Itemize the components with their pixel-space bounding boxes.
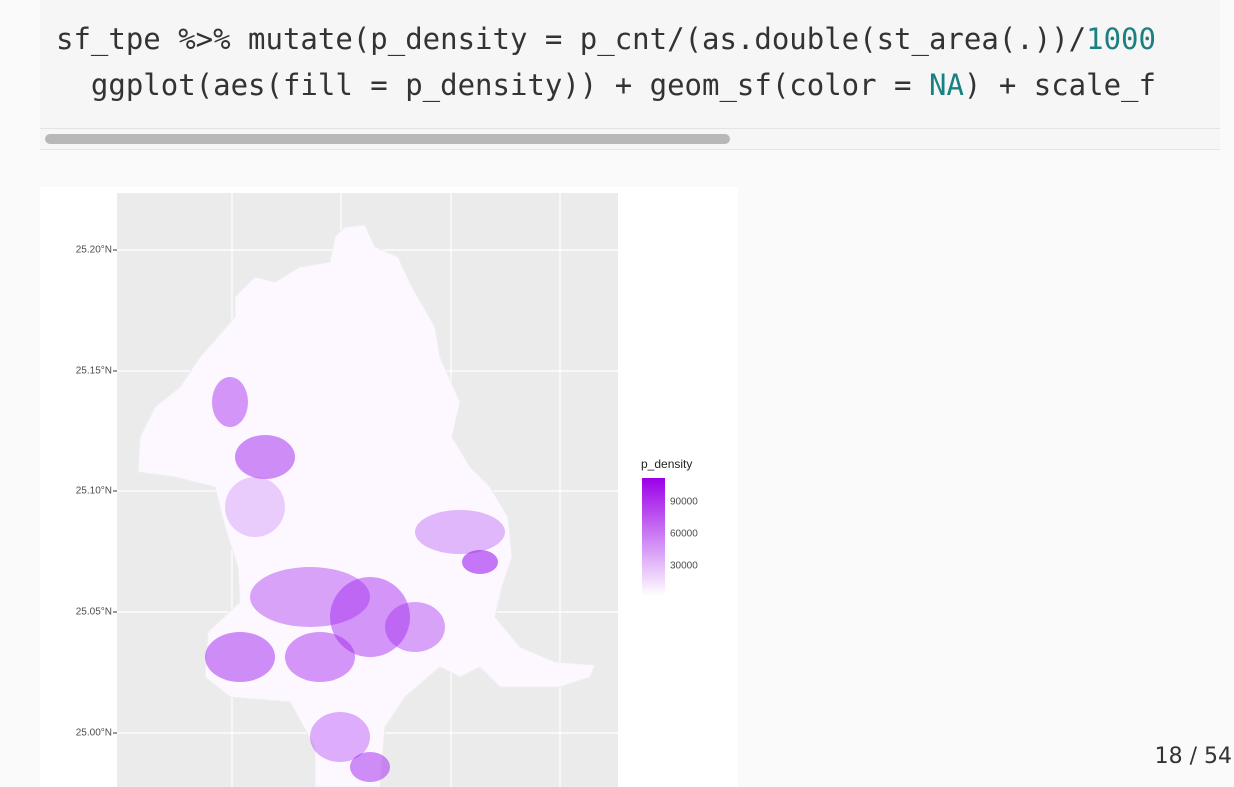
code-line: ggplot(aes(fill = p_density)) + geom_sf(… — [56, 68, 1156, 102]
legend-label: 90000 — [670, 497, 698, 508]
density-patches — [205, 377, 505, 782]
code-line: sf_tpe %>% mutate(p_density = p_cnt/(as.… — [56, 22, 1156, 56]
code-text: ggplot(aes(fill = p_density)) + geom_sf(… — [56, 68, 929, 102]
legend-title: p_density — [641, 457, 692, 471]
code-literal: 1000 — [1086, 22, 1156, 56]
color-bar — [642, 478, 665, 596]
y-tick-label: 25.10°N — [76, 486, 112, 497]
legend: p_density 90000 60000 30000 — [641, 457, 698, 596]
code-literal: NA — [928, 68, 964, 102]
slide-number: 18 / 54 — [1154, 744, 1232, 769]
y-tick-label: 25.00°N — [76, 728, 112, 739]
y-tick-label: 25.20°N — [76, 245, 112, 256]
legend-label: 60000 — [670, 529, 698, 540]
map-plot: 25.20°N 25.15°N 25.10°N 25.05°N 25.00°N … — [40, 187, 738, 787]
scrollbar[interactable] — [40, 128, 1220, 150]
scroll-thumb[interactable] — [45, 134, 730, 144]
y-axis: 25.20°N 25.15°N 25.10°N 25.05°N 25.00°N — [76, 245, 117, 739]
y-tick-label: 25.05°N — [76, 607, 112, 618]
legend-label: 30000 — [670, 561, 698, 572]
code-block: sf_tpe %>% mutate(p_density = p_cnt/(as.… — [40, 0, 1220, 150]
y-tick-label: 25.15°N — [76, 366, 112, 377]
code-text: sf_tpe %>% mutate(p_density = p_cnt/(as.… — [56, 22, 1087, 56]
code-text: ) + scale_f — [963, 68, 1156, 102]
